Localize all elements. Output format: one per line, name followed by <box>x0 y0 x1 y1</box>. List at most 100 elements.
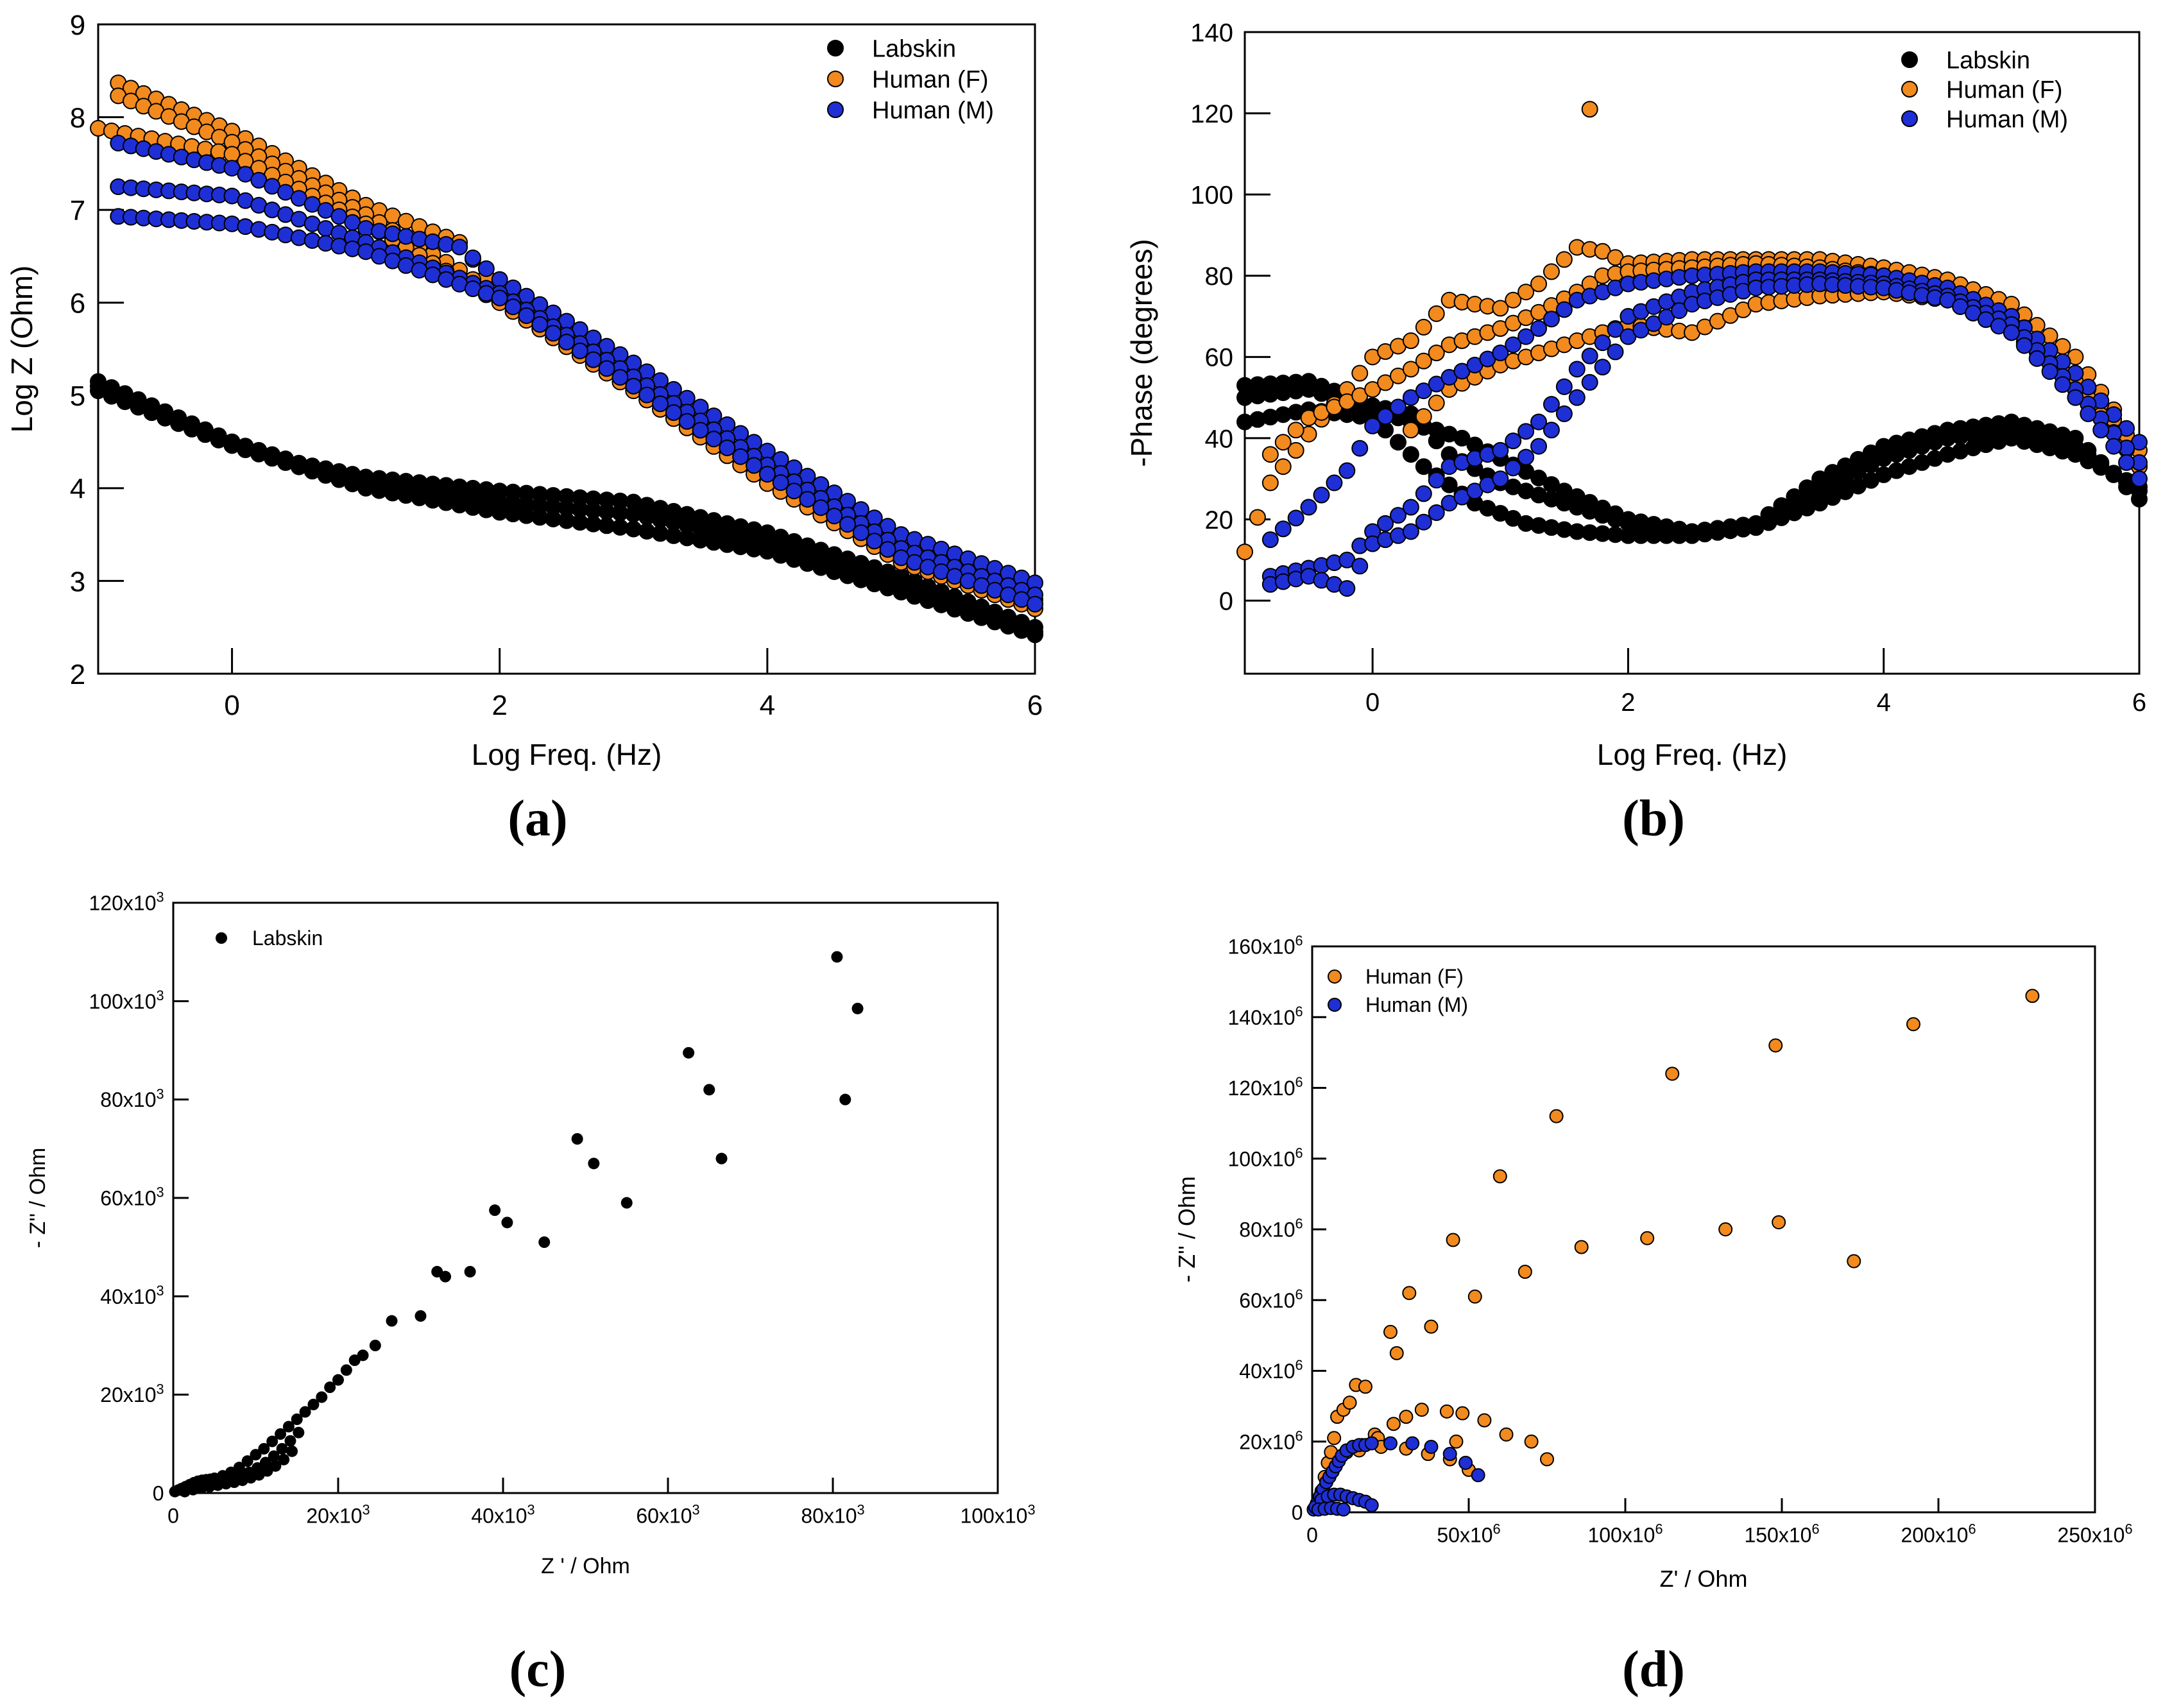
data-point <box>1530 438 1548 455</box>
y-tick-label-base: 160x10 <box>1228 935 1295 959</box>
x-tick-label-base: 100x10 <box>1587 1523 1655 1546</box>
x-tick-label-base: 250x10 <box>2057 1523 2125 1546</box>
data-point <box>2131 470 2148 488</box>
data-point <box>1428 472 1445 489</box>
data-point <box>1530 275 1548 293</box>
x-tick-label-exponent: 6 <box>1811 1521 1819 1537</box>
data-point <box>465 249 481 266</box>
data-point <box>1402 523 1419 540</box>
x-tick-label: 6 <box>2132 688 2146 717</box>
data-point <box>1543 422 1560 439</box>
data-point <box>282 1421 295 1433</box>
data-point <box>250 1449 262 1461</box>
data-point <box>1477 1413 1492 1428</box>
data-point <box>799 491 816 508</box>
y-tick-label-base: 20x10 <box>1239 1430 1295 1453</box>
data-point <box>611 369 629 386</box>
data-point <box>1505 432 1522 450</box>
data-point <box>1389 398 1406 416</box>
x-tick-label: 250x106 <box>2057 1521 2132 1547</box>
data-point <box>293 1426 305 1439</box>
data-point <box>1594 334 1611 352</box>
legend-marker <box>1901 81 1918 98</box>
data-point <box>1492 441 1509 459</box>
data-point <box>278 1453 290 1465</box>
panel-d-caption: (d) <box>1622 1641 1685 1698</box>
data-point <box>1640 1231 1655 1245</box>
data-point <box>1336 1502 1351 1517</box>
x-tick-label-base: 80x10 <box>801 1504 857 1527</box>
data-point <box>1581 347 1598 364</box>
y-tick-label: 4 <box>70 474 85 505</box>
y-tick-label: 140 <box>1190 19 1233 47</box>
data-point <box>332 1374 344 1386</box>
data-point <box>638 508 656 525</box>
data-point <box>1274 520 1292 538</box>
data-point <box>1428 305 1445 322</box>
x-tick-label-exponent: 3 <box>1027 1502 1035 1518</box>
data-point <box>386 1315 398 1327</box>
data-point <box>1540 1452 1554 1467</box>
y-tick-label-base: 0 <box>153 1482 164 1505</box>
data-point <box>2067 389 2084 406</box>
x-tick-label: 50x106 <box>1437 1521 1500 1547</box>
data-point <box>598 360 615 377</box>
x-tick-label: 40x103 <box>471 1502 534 1528</box>
data-point <box>1351 558 1369 575</box>
x-tick-label-exponent: 3 <box>692 1502 700 1518</box>
data-point <box>1261 531 1279 549</box>
series-human-m <box>110 135 1043 613</box>
data-point <box>1313 486 1330 504</box>
legend-entry-label: Labskin <box>252 927 323 950</box>
data-point <box>1342 1396 1357 1410</box>
data-point <box>1453 429 1471 447</box>
data-point <box>269 1460 282 1472</box>
data-point <box>758 466 776 483</box>
data-point <box>772 474 789 491</box>
data-point <box>1439 1404 1454 1419</box>
data-point <box>1399 1410 1414 1424</box>
y-tick-label: 60 <box>1205 344 1234 372</box>
data-point <box>1386 1417 1401 1431</box>
y-tick-label-exponent: 6 <box>1295 1003 1303 1020</box>
data-point <box>1424 1440 1439 1455</box>
x-tick-label: 0 <box>1306 1523 1318 1546</box>
data-point <box>692 422 709 439</box>
data-point <box>316 1391 328 1403</box>
y-tick-label-base: 140x10 <box>1228 1006 1295 1029</box>
y-axis-label: - Z'' / Ohm <box>1174 1176 1200 1283</box>
data-point <box>719 439 736 456</box>
data-point <box>715 1152 728 1165</box>
y-tick-label-base: 60x10 <box>100 1187 156 1210</box>
x-tick-label: 2 <box>492 690 507 721</box>
y-tick-label-exponent: 3 <box>156 1184 164 1200</box>
legend-marker <box>827 101 844 118</box>
data-point <box>1415 408 1432 425</box>
data-point <box>491 271 508 288</box>
y-tick-label-exponent: 6 <box>1295 1216 1303 1232</box>
y-tick-label-exponent: 6 <box>1295 1357 1303 1373</box>
y-tick-label-base: 0 <box>1292 1501 1303 1524</box>
x-tick-label: 2 <box>1621 688 1635 717</box>
y-tick-label: 7 <box>70 195 85 226</box>
data-point <box>1364 1498 1379 1512</box>
data-point <box>344 240 361 257</box>
x-tick-label-base: 20x10 <box>306 1504 362 1527</box>
data-point <box>1261 474 1279 491</box>
data-point <box>1555 251 1573 268</box>
data-point <box>277 226 294 244</box>
data-point <box>2118 454 2135 471</box>
data-point <box>1415 513 1432 531</box>
x-tick-label: 100x103 <box>960 1502 1035 1528</box>
data-point <box>1389 367 1406 384</box>
y-tick-label-base: 40x10 <box>1239 1360 1295 1383</box>
x-tick-label-exponent: 3 <box>363 1502 370 1518</box>
data-point <box>1274 458 1292 475</box>
data-point <box>2041 363 2058 380</box>
y-tick-label: 0 <box>153 1482 164 1505</box>
y-tick-label-base: 80x10 <box>1239 1218 1295 1242</box>
data-point <box>1428 395 1445 412</box>
x-tick-label: 4 <box>1877 688 1891 717</box>
data-point <box>1287 422 1304 439</box>
legend: Human (F) Human (M) <box>1328 965 1468 1016</box>
